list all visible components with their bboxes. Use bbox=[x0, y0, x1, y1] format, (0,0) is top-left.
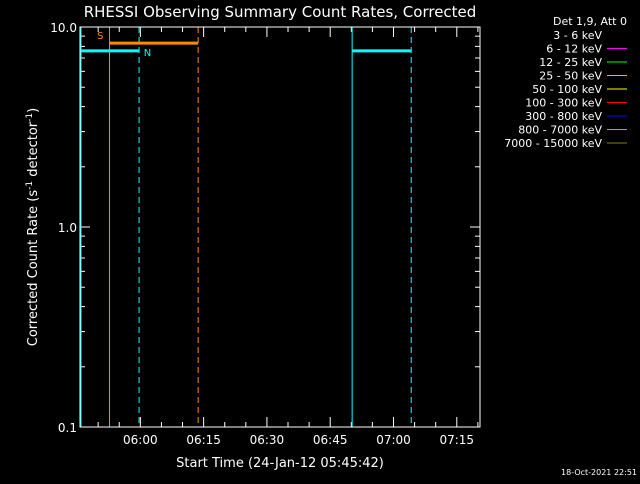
y-tick-label: 1.0 bbox=[58, 221, 77, 235]
timestamp: 18-Oct-2021 22:51 bbox=[561, 468, 637, 477]
y-axis-label-main: Corrected Count Rate (s bbox=[26, 190, 41, 347]
vertical-lines bbox=[80, 27, 412, 427]
legend-header: Det 1,9, Att 0 bbox=[553, 15, 627, 28]
legend-entry-label: 7000 - 15000 keV bbox=[504, 137, 602, 150]
y-axis-label-end: ) bbox=[26, 108, 41, 113]
x-tick-label: 06:30 bbox=[250, 433, 285, 447]
legend-entry-label: 12 - 25 keV bbox=[539, 56, 602, 69]
annotation-label: N bbox=[144, 48, 151, 59]
x-tick-label: 06:15 bbox=[186, 433, 221, 447]
legend-entry-label: 800 - 7000 keV bbox=[518, 124, 602, 137]
legend-entry-label: 50 - 100 keV bbox=[532, 83, 602, 96]
legend-entry-label: 300 - 800 keV bbox=[525, 110, 602, 123]
annotation-label: S bbox=[97, 31, 103, 42]
legend-entry-label: 3 - 6 keV bbox=[553, 29, 602, 42]
y-axis-label: Corrected Count Rate (s-1 detector-1) bbox=[25, 108, 41, 346]
axis-ticks: 0.1 1.0 10.0 06:00 06:15 06:30 06:45 07:00 07:15 bbox=[50, 21, 480, 447]
x-tick-label: 07:15 bbox=[439, 433, 474, 447]
y-axis-label-mid: detector bbox=[26, 121, 41, 181]
y-tick-label: 0.1 bbox=[58, 421, 77, 435]
x-tick-label: 06:00 bbox=[123, 433, 158, 447]
x-tick-label: 06:45 bbox=[313, 433, 348, 447]
data-series bbox=[80, 41, 412, 53]
annotations: SN bbox=[97, 31, 151, 59]
y-axis-label-sup1: -1 bbox=[25, 181, 35, 190]
x-axis-label: Start Time (24-Jan-12 05:45:42) bbox=[176, 456, 384, 471]
legend-entry-label: 100 - 300 keV bbox=[525, 97, 602, 110]
y-axis-label-sup2: -1 bbox=[25, 113, 35, 122]
legend-entry-label: 25 - 50 keV bbox=[539, 70, 602, 83]
x-tick-label: 07:00 bbox=[376, 433, 411, 447]
plot-frame bbox=[79, 26, 481, 428]
legend-entry-label: 6 - 12 keV bbox=[546, 43, 602, 56]
y-tick-label: 10.0 bbox=[50, 21, 77, 35]
chart-title: RHESSI Observing Summary Count Rates, Co… bbox=[84, 3, 477, 21]
